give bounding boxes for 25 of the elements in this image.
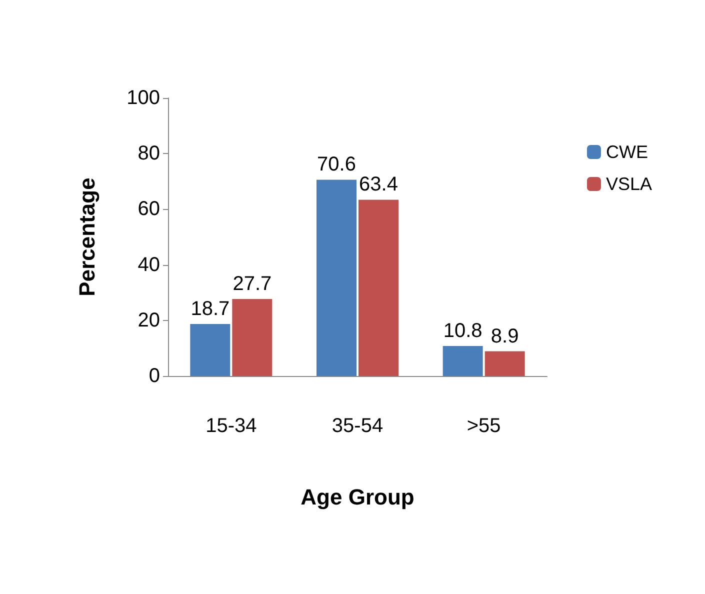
y-tick-label: 0 (148, 365, 160, 387)
data-label: 27.7 (232, 272, 272, 295)
data-label: 18.7 (190, 298, 230, 320)
data-label: 10.8 (443, 320, 482, 342)
data-label: 63.4 (359, 174, 398, 196)
data-label: 8.9 (490, 325, 519, 348)
bar (484, 351, 525, 376)
legend-label: VSLA (606, 174, 652, 194)
x-tick-label: 15-34 (206, 415, 257, 437)
x-tick-label: 35-54 (332, 415, 384, 437)
y-tick-label: 80 (138, 142, 160, 165)
bar (190, 324, 230, 376)
bar (358, 200, 398, 376)
bar (316, 180, 356, 376)
legend-label: CWE (606, 142, 648, 162)
y-tick-label: 20 (138, 309, 160, 332)
bar (442, 346, 483, 376)
y-tick-label: 100 (126, 87, 160, 109)
x-tick-label: >55 (466, 415, 501, 437)
data-label: 70.6 (317, 154, 356, 176)
bar (232, 298, 272, 376)
y-tick-label: 40 (138, 254, 160, 276)
x-axis-title: Age Group (300, 484, 414, 510)
y-tick-label: 60 (138, 198, 160, 220)
y-axis-title: Percentage (74, 178, 100, 296)
